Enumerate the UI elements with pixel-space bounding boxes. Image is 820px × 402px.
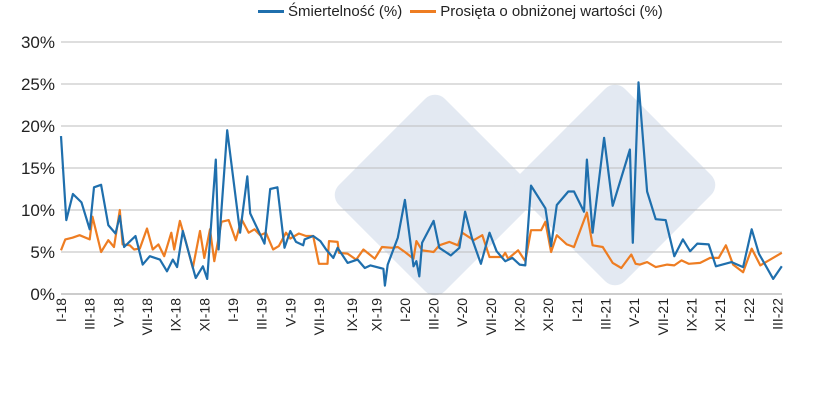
x-tick-label: III-21 [598,298,614,330]
y-tick-label: 0% [30,285,55,304]
series-line-low-value-piglets [59,208,783,274]
series-line-mortality [59,81,783,287]
x-tick-label: IX-19 [344,298,360,332]
x-tick-label: III-19 [254,298,270,330]
x-tick-label: VII-21 [655,298,671,336]
y-tick-label: 10% [21,201,55,220]
x-tick-label: XI-20 [540,298,556,332]
x-tick-label: I-18 [53,298,69,322]
legend-swatch-mortality [258,10,284,13]
x-tick-label: XI-18 [196,298,212,332]
y-tick-label: 25% [21,75,55,94]
x-tick-label: III-22 [770,298,786,330]
x-tick-label: V-20 [454,298,470,327]
x-tick-label: V-19 [282,298,298,327]
legend-swatch-low-value-piglets [410,10,437,13]
y-tick-label: 5% [30,243,55,262]
y-tick-label: 15% [21,159,55,178]
legend-label-mortality: Śmiertelność (%) [288,3,403,20]
x-tick-label: V-18 [110,298,126,327]
x-tick-label: V-21 [626,298,642,327]
x-tick-label: IX-20 [512,298,528,332]
x-tick-label: III-18 [82,298,98,330]
x-tick-label: I-21 [569,298,585,322]
legend-item-low-value-piglets[interactable]: Prosięta o obniżonej wartości (%) [410,3,663,20]
legend-label-low-value-piglets: Prosięta o obniżonej wartości (%) [440,3,663,20]
x-tick-label: IX-21 [684,298,700,332]
x-tick-label: I-22 [741,298,757,322]
y-tick-label: 30% [21,33,55,52]
x-tick-label: VII-20 [483,298,499,336]
x-tick-label: VII-19 [311,298,327,336]
x-tick-label: III-20 [426,298,442,330]
x-tick-label: XI-21 [712,298,728,332]
x-tick-label: I-20 [397,298,413,322]
y-tick-label: 20% [21,117,55,136]
x-tick-label: I-19 [225,298,241,322]
legend-item-mortality[interactable]: Śmiertelność (%) [258,3,402,20]
x-tick-label: VII-18 [139,298,155,336]
legend: Śmiertelność (%) Prosięta o obniżonej wa… [258,3,671,20]
x-tick-label: IX-18 [168,298,184,332]
x-tick-label: XI-19 [368,298,384,332]
